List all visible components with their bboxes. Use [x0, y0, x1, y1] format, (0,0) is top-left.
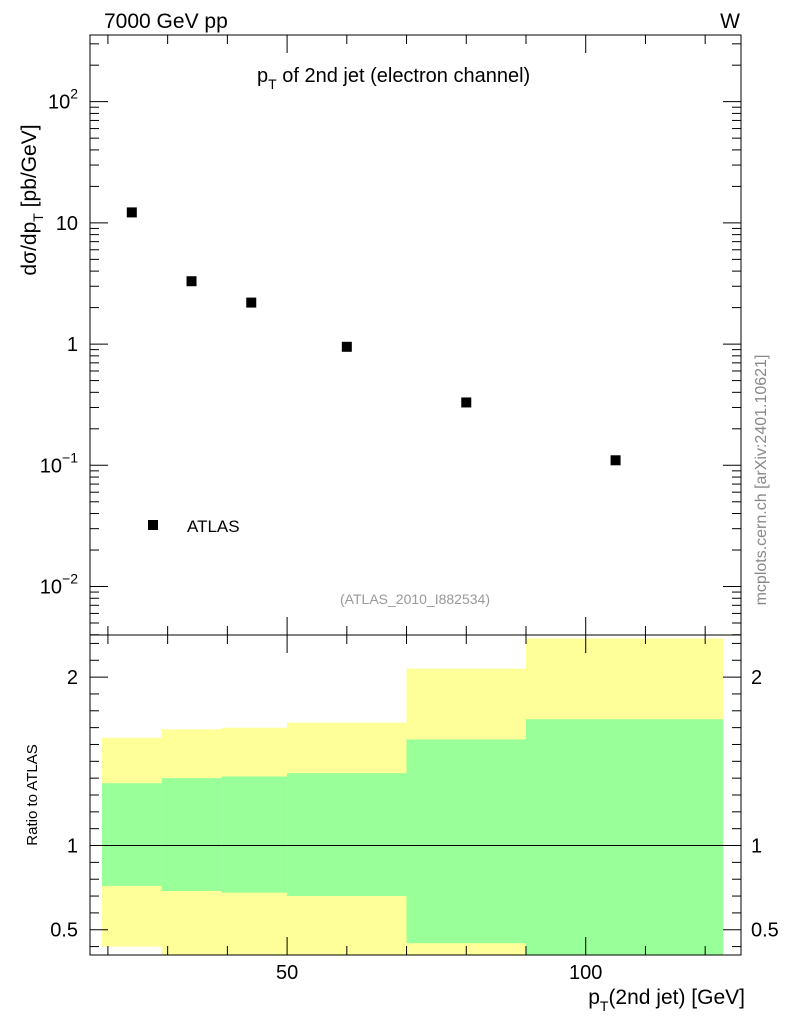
x-axis-label-pre: p: [588, 986, 600, 1009]
green-band-2: [221, 776, 288, 893]
header-right: W: [720, 10, 740, 33]
y-tick-label-exp-0: −2: [62, 571, 78, 587]
chart-title-post: of 2nd jet (electron channel): [277, 65, 531, 87]
ratio-tick-label-1: 1: [67, 836, 78, 858]
y-tick-label-3: 10: [56, 213, 78, 235]
main-frame: [89, 34, 742, 636]
chart-title-sub: T: [268, 76, 277, 92]
y-axis-label-pre: dσ/dp: [18, 222, 41, 276]
chart-title: pT of 2nd jet (electron channel): [257, 65, 530, 92]
x-axis-label-sub: T: [600, 998, 609, 1014]
x-tick-label-50: 50: [276, 962, 298, 984]
header-left: 7000 GeV pp: [104, 10, 228, 33]
y-tick-label-base-2: 1: [67, 334, 78, 356]
y-tick-label-0: 10−2: [40, 571, 78, 599]
data-point-5: [610, 455, 621, 466]
y-tick-label-exp-1: −1: [62, 449, 78, 465]
green-band-5: [525, 719, 724, 955]
y-axis-label-sub: T: [30, 213, 46, 222]
ratio-tick-label-right-2: 2: [751, 667, 762, 689]
chart-title-pre: p: [257, 65, 268, 87]
x-axis-label-post: (2nd jet) [GeV]: [608, 986, 745, 1009]
x-tick-label-100: 100: [569, 962, 602, 984]
green-band-3: [287, 773, 407, 897]
ratio-tick-label-2: 2: [67, 667, 78, 689]
y-tick-label-exp-4: 2: [70, 86, 78, 102]
data-point-2: [246, 297, 257, 308]
data-point-1: [186, 276, 197, 287]
x-axis-label: pT(2nd jet) [GeV]: [588, 986, 745, 1014]
y-tick-label-2: 1: [67, 334, 78, 356]
y-tick-label-4: 102: [48, 86, 78, 114]
y-tick-label-base-1: 10: [40, 455, 62, 477]
analysis-tag: (ATLAS_2010_I882534): [340, 591, 490, 607]
legend-label: ATLAS: [187, 517, 240, 536]
y-axis-label-post: [pb/GeV]: [18, 124, 41, 213]
data-point-3: [341, 341, 352, 352]
ratio-tick-label-right-0: 0.5: [751, 920, 779, 942]
green-band-0: [101, 783, 162, 886]
ratio-bands: [101, 638, 724, 955]
ratio-tick-label-right-1: 1: [751, 836, 762, 858]
y-axis-label: dσ/dpT [pb/GeV]: [18, 124, 46, 275]
data-point-4: [461, 397, 472, 408]
ratio-y-axis-label: Ratio to ATLAS: [24, 744, 41, 845]
y-tick-label-base-0: 10: [40, 577, 62, 599]
data-point-0: [126, 207, 137, 218]
y-tick-label-base-3: 10: [56, 213, 78, 235]
legend-marker: [148, 520, 158, 530]
y-tick-label-base-4: 10: [48, 92, 70, 114]
side-text: mcplots.cern.ch [arXiv:2401.10621]: [753, 355, 770, 606]
green-band-1: [161, 778, 222, 891]
green-band-4: [406, 739, 526, 944]
y-tick-label-1: 10−1: [40, 449, 78, 477]
data-points: [126, 207, 621, 466]
ratio-tick-label-0: 0.5: [50, 920, 78, 942]
